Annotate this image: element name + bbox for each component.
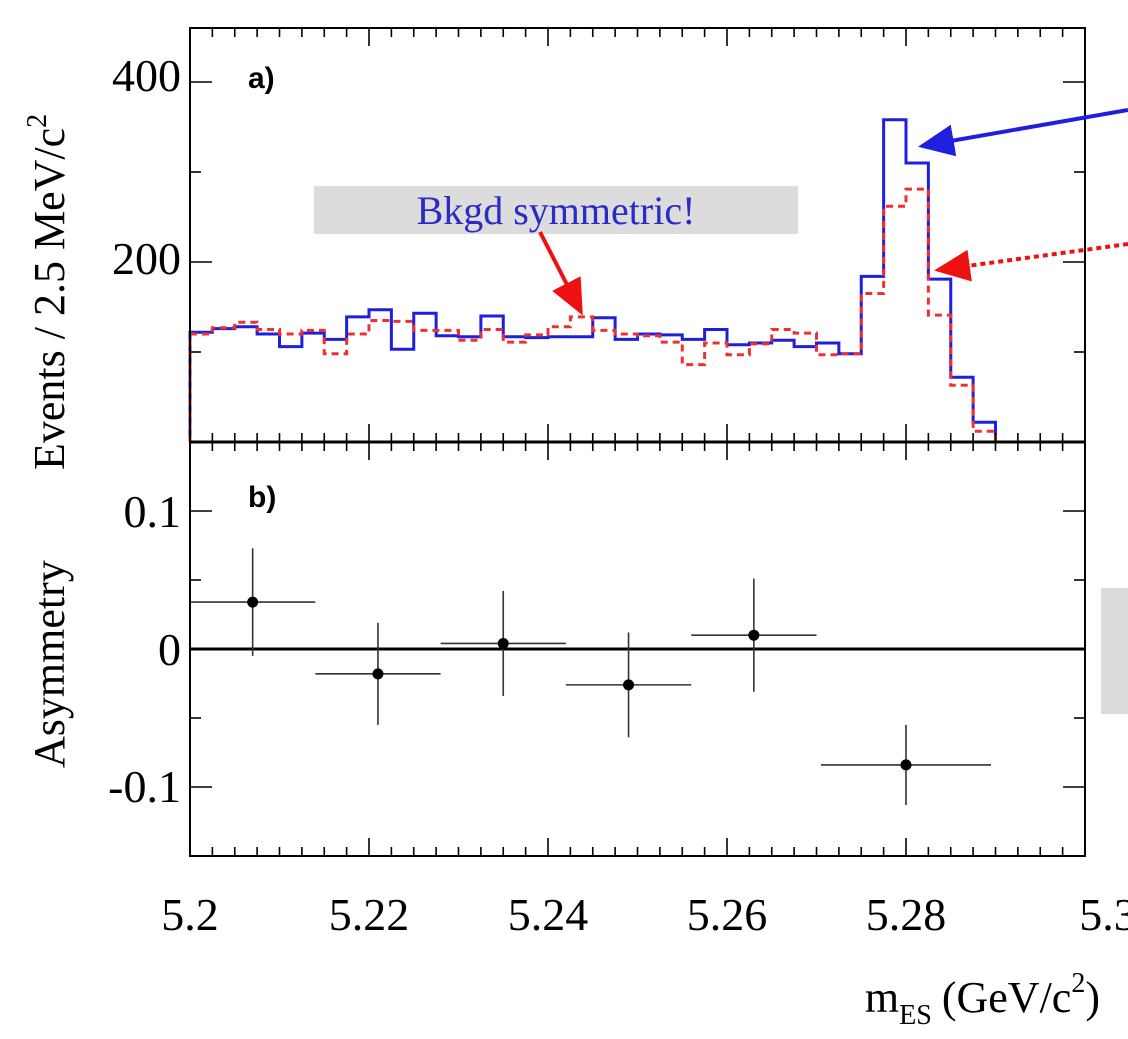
x-axis-title-sup: 2	[1071, 968, 1085, 999]
x-axis-title-main: m	[865, 973, 899, 1022]
bkgd-annotation-text: Bkgd symmetric!	[417, 188, 696, 233]
y-axis-title-bottom: Asymmetry	[25, 560, 74, 768]
asymmetry-point-2	[497, 637, 509, 649]
axis-ticks	[189, 28, 1086, 857]
top-panel-frame	[189, 27, 1086, 443]
x-axis-title: mES (GeV/c2)	[865, 968, 1100, 1031]
x-tick-labels: 5.2 5.22 5.24 5.26 5.28 5.3	[161, 889, 1128, 940]
arrow-red-bkgd	[538, 231, 583, 316]
asymmetry-point-0	[247, 596, 259, 608]
top-panel-histograms	[188, 118, 997, 442]
asymmetry-point-1	[372, 668, 384, 680]
x-axis-title-unit: (GeV/c	[942, 973, 1072, 1022]
y-axis-title-top-main: Events / 2.5 MeV/c	[25, 128, 74, 470]
x-axis-title-sub: ES	[899, 1000, 932, 1031]
cropped-annotation-box	[1101, 588, 1128, 714]
x-tick-label-1: 5.22	[329, 889, 410, 940]
x-axis-title-close: )	[1085, 973, 1100, 1022]
x-tick-label-5: 5.3	[1079, 889, 1128, 940]
asymmetry-point-3	[623, 679, 635, 691]
histogram-dashed-series	[188, 187, 997, 442]
y-axis-title-top: Events / 2.5 MeV/c2	[22, 114, 74, 470]
histogram-solid-series	[188, 118, 997, 442]
bkgd-annotation-box	[314, 186, 798, 234]
panel-label-a: a)	[248, 62, 275, 95]
x-tick-label-0: 5.2	[161, 889, 219, 940]
y-tick-label-top-200: 200	[112, 233, 181, 284]
y-tick-label-bottom-0.1: 0.1	[124, 486, 182, 537]
asymmetry-point-5	[900, 759, 912, 771]
y-axis-title-top-sup: 2	[22, 114, 53, 128]
x-tick-label-3: 5.26	[687, 889, 768, 940]
y-tick-label-bottom-neg0.1: -0.1	[108, 761, 181, 812]
asymmetry-point-4	[748, 629, 760, 641]
arrow-blue-to-peak	[918, 108, 1128, 157]
bottom-panel-points	[190, 548, 1085, 805]
x-tick-label-2: 5.24	[508, 889, 589, 940]
y-tick-label-bottom-0: 0	[158, 624, 181, 675]
y-tick-label-top-400: 400	[112, 50, 181, 101]
arrow-red-dotted-to-peak	[934, 242, 1128, 282]
x-tick-label-4: 5.28	[866, 889, 947, 940]
panel-label-b: b)	[248, 481, 276, 514]
